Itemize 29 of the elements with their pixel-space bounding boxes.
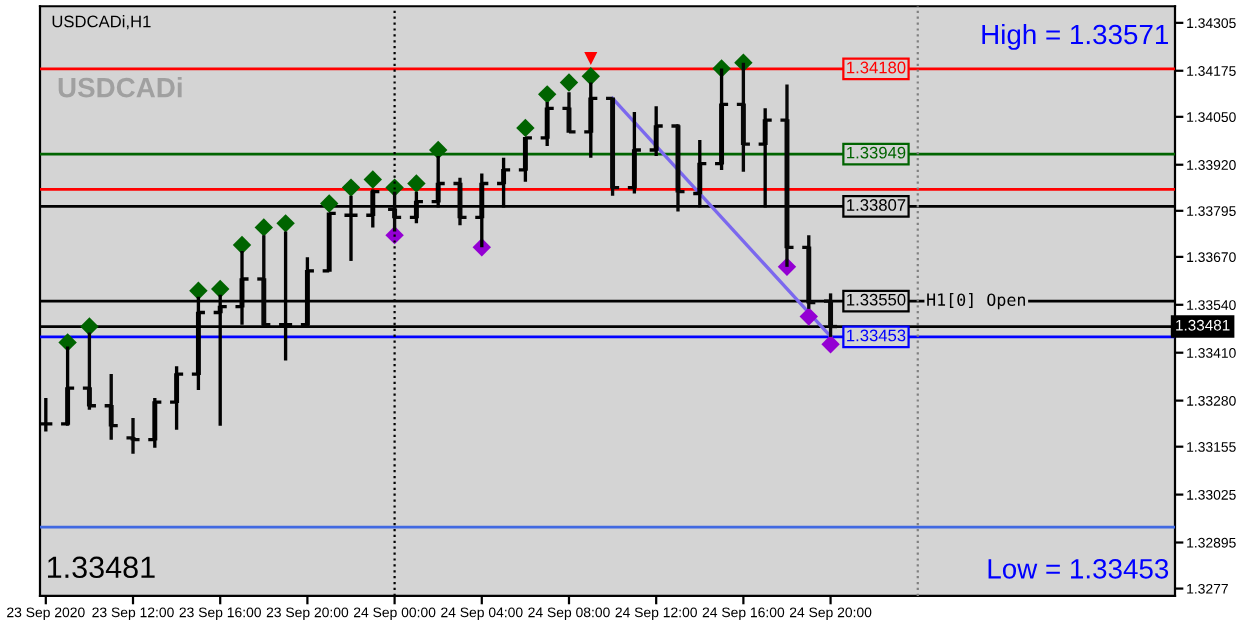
point — [516, 118, 535, 138]
annotation: 1.33481 — [48, 556, 155, 579]
point — [276, 214, 295, 233]
point — [80, 317, 99, 336]
annotation: High = 1.33571 — [982, 23, 1168, 50]
point — [254, 218, 274, 237]
point — [559, 73, 579, 92]
annotation: H1[0] Open — [927, 293, 1025, 310]
ref-line-label: 1.33949 — [847, 146, 906, 159]
ref-line-label: 1.33807 — [847, 199, 906, 211]
point — [799, 307, 818, 326]
point — [821, 335, 840, 354]
point — [428, 140, 448, 160]
chart-title: USDCADi,H1 — [52, 15, 151, 30]
point — [584, 52, 598, 66]
annotation: Low = 1.33453 — [988, 559, 1169, 579]
point — [407, 174, 426, 193]
ref-line-label: 1.33550 — [847, 293, 906, 306]
point — [58, 333, 77, 352]
point — [232, 235, 252, 255]
ref-line-label: 1.33453 — [847, 329, 906, 342]
point — [581, 67, 600, 86]
point — [341, 178, 361, 197]
point — [319, 194, 339, 213]
point — [189, 281, 208, 300]
point — [537, 85, 557, 104]
point — [210, 279, 230, 299]
ref-line-label: 1.34180 — [847, 61, 906, 74]
point — [363, 170, 383, 189]
